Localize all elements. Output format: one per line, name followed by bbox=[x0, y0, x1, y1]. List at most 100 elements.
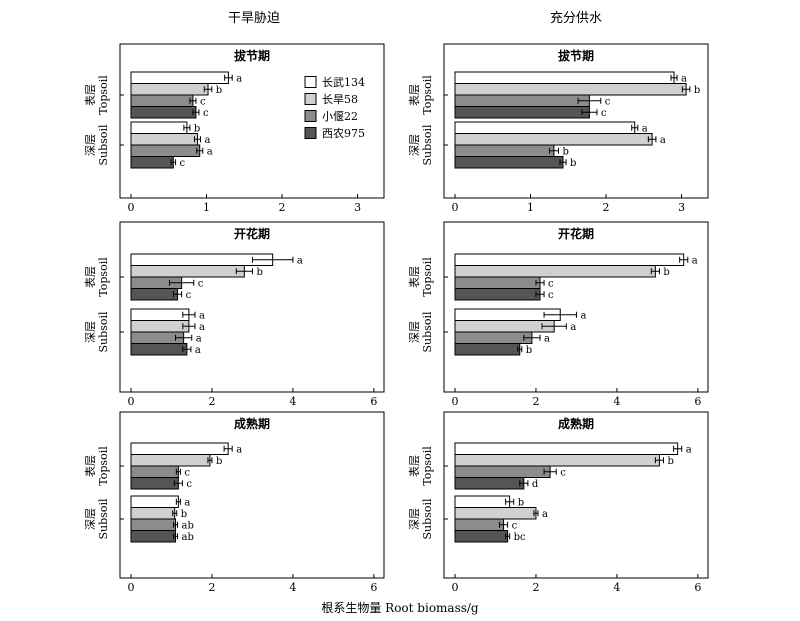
significance-letter: c bbox=[548, 278, 554, 289]
significance-letter: b bbox=[518, 497, 524, 508]
significance-letter: c bbox=[203, 108, 209, 119]
significance-letter: d bbox=[532, 479, 539, 490]
significance-letter: a bbox=[544, 333, 550, 344]
significance-letter: c bbox=[548, 290, 554, 301]
legend-label: 长武134 bbox=[322, 76, 365, 89]
significance-letter: a bbox=[542, 509, 548, 520]
panel-frame bbox=[119, 43, 385, 199]
y-category-label: 表层Topsoil bbox=[83, 257, 110, 297]
bar-长武134-topsoil bbox=[130, 71, 229, 84]
significance-letter: c bbox=[560, 467, 566, 478]
significance-letter: b bbox=[562, 146, 568, 157]
significance-letter: b bbox=[526, 345, 532, 356]
significance-letter: a bbox=[692, 255, 698, 266]
x-tick-label: 3 bbox=[354, 201, 361, 214]
x-tick-label: 6 bbox=[370, 395, 377, 408]
legend-label: 西农975 bbox=[322, 126, 365, 140]
significance-letter: c bbox=[200, 96, 206, 107]
bar-长旱58-subsoil bbox=[454, 133, 653, 146]
x-tick-label: 4 bbox=[613, 581, 620, 594]
significance-letter: b bbox=[216, 85, 222, 96]
bar-长武134-subsoil bbox=[454, 495, 511, 508]
x-tick-label: 2 bbox=[532, 581, 539, 594]
bar-小偃22-topsoil bbox=[130, 465, 179, 478]
x-tick-label: 0 bbox=[452, 581, 459, 594]
bar-长旱58-topsoil bbox=[454, 265, 656, 278]
significance-letter: a bbox=[204, 135, 210, 146]
significance-letter: c bbox=[512, 520, 518, 531]
significance-letter: b bbox=[667, 456, 673, 467]
x-tick-label: 0 bbox=[128, 395, 135, 408]
legend-swatch bbox=[304, 93, 317, 105]
y-category-label: 深层Subsoil bbox=[84, 311, 110, 352]
legend: 长武134 长旱58 小偃22 西农975 bbox=[304, 76, 365, 140]
y-category-label: 深层Subsoil bbox=[408, 124, 434, 165]
bar-长武134-topsoil bbox=[130, 442, 229, 455]
bar-西农975-topsoil bbox=[130, 288, 179, 301]
bar-小偃22-topsoil bbox=[454, 94, 590, 107]
legend-label: 小偃22 bbox=[322, 109, 358, 123]
bar-小偃22-subsoil bbox=[454, 331, 533, 344]
significance-letter: a bbox=[236, 444, 242, 455]
significance-letter: ab bbox=[182, 532, 194, 543]
x-tick-label: 2 bbox=[603, 201, 610, 214]
significance-letter: c bbox=[605, 96, 611, 107]
bar-小偃22-subsoil bbox=[454, 144, 555, 157]
stage-title: 开花期 bbox=[558, 226, 594, 241]
panel-6: 成熟期 0 2 4 6 表层Topsoil 深层Subsoil a b b a c c d bc bbox=[407, 411, 709, 594]
bar-西农975-topsoil bbox=[130, 477, 179, 490]
bar-长武134-topsoil bbox=[454, 442, 679, 455]
bar-长武134-topsoil bbox=[454, 253, 685, 266]
x-tick-label: 4 bbox=[613, 395, 620, 408]
x-tick-label: 6 bbox=[694, 395, 701, 408]
significance-letter: c bbox=[180, 158, 186, 169]
x-tick-label: 1 bbox=[203, 201, 210, 214]
bar-长旱58-topsoil bbox=[130, 83, 209, 96]
significance-letter: c bbox=[186, 479, 192, 490]
significance-letter: c bbox=[601, 108, 607, 119]
bar-长武134-subsoil bbox=[454, 121, 636, 134]
x-tick-label: 0 bbox=[128, 201, 135, 214]
significance-letter: a bbox=[297, 255, 303, 266]
y-category-label: 表层Topsoil bbox=[83, 75, 110, 115]
significance-letter: b bbox=[570, 158, 576, 169]
x-tick-label: 2 bbox=[208, 581, 215, 594]
bar-小偃22-subsoil bbox=[130, 144, 201, 157]
bar-长武134-topsoil bbox=[130, 253, 274, 266]
stage-title: 成熟期 bbox=[234, 416, 270, 431]
bar-西农975-topsoil bbox=[454, 288, 541, 301]
x-tick-label: 0 bbox=[128, 581, 135, 594]
significance-letter: ab bbox=[182, 520, 194, 531]
bar-长武134-subsoil bbox=[130, 308, 190, 321]
y-category-label: 深层Subsoil bbox=[408, 311, 434, 352]
panel-frame bbox=[119, 411, 385, 579]
bar-长旱58-subsoil bbox=[130, 320, 190, 333]
y-category-label: 深层Subsoil bbox=[84, 124, 110, 165]
significance-letter: a bbox=[184, 497, 190, 508]
column-title-well-watered: 充分供水 bbox=[550, 10, 602, 26]
column-title-drought: 干旱胁迫 bbox=[228, 11, 280, 26]
x-tick-label: 6 bbox=[694, 581, 701, 594]
legend-swatch bbox=[304, 110, 317, 122]
significance-letter: b bbox=[194, 123, 200, 134]
y-category-label: 深层Subsoil bbox=[408, 498, 434, 539]
x-axis-label: 根系生物量 Root biomass/g bbox=[321, 601, 479, 615]
legend-label: 长旱58 bbox=[322, 93, 358, 106]
x-tick-label: 2 bbox=[208, 395, 215, 408]
x-tick-label: 4 bbox=[289, 581, 296, 594]
significance-letter: a bbox=[686, 444, 692, 455]
significance-letter: b bbox=[663, 267, 669, 278]
y-category-label: 表层Topsoil bbox=[407, 75, 434, 115]
bar-长旱58-topsoil bbox=[130, 454, 211, 467]
bar-长旱58-subsoil bbox=[454, 507, 537, 520]
stage-title: 成熟期 bbox=[558, 416, 594, 431]
stage-title: 拔节期 bbox=[234, 48, 270, 63]
bar-西农975-topsoil bbox=[454, 106, 590, 119]
significance-letter: a bbox=[642, 123, 648, 134]
x-tick-label: 2 bbox=[532, 395, 539, 408]
bar-小偃22-topsoil bbox=[130, 94, 194, 107]
